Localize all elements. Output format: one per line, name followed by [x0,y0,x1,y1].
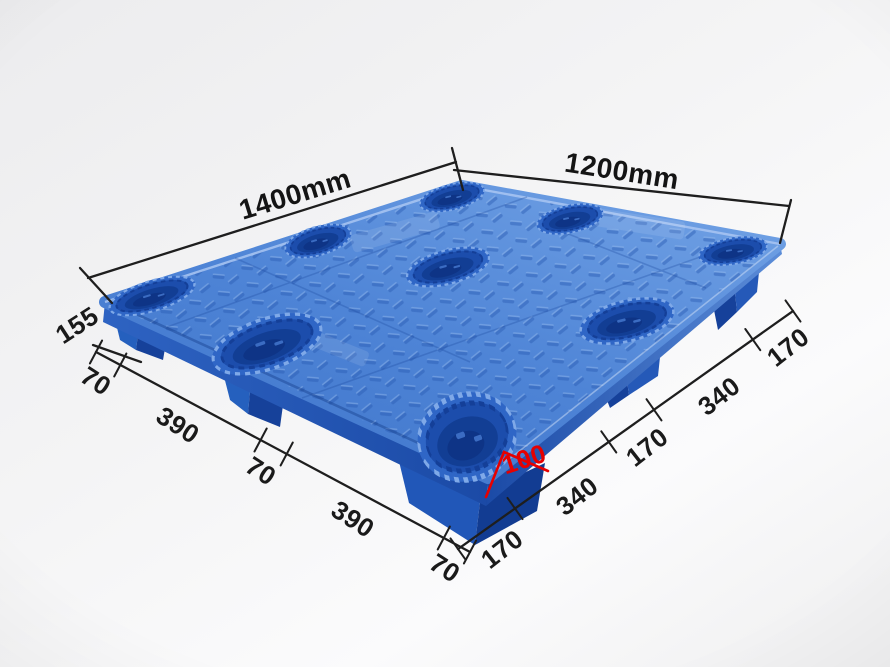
dim-leg-height-marker [484,450,550,499]
dim-ticks [449,299,802,561]
dim-extension [778,198,793,245]
dim-bottom-right [449,299,802,561]
dim-line [94,350,472,554]
dim-extension [78,266,114,305]
dimension-annotations [78,146,802,565]
dim-extension [450,146,465,192]
dim-line [86,160,458,280]
dim-length-1400 [78,146,465,305]
dim-height-155-line [91,343,143,364]
dim-line [456,309,795,551]
dim-bottom-left [88,339,478,565]
dim-line [452,168,791,208]
dim-width-1200 [452,168,793,245]
